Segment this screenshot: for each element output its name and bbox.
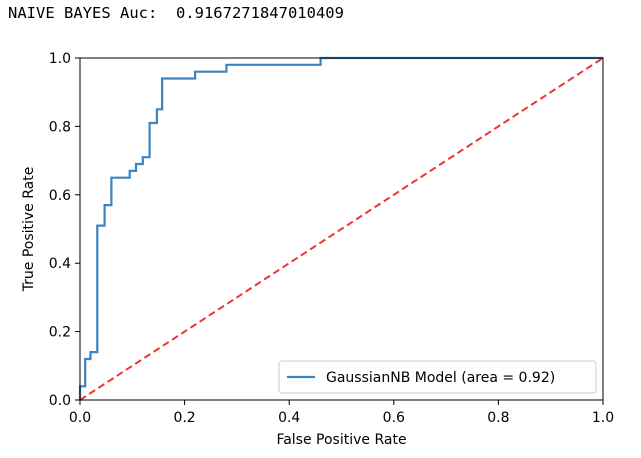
y-tick-label: 0.0: [49, 393, 71, 409]
roc-curve-line: [78, 56, 603, 400]
y-tick-label: 0.4: [49, 256, 71, 272]
x-tick-label: 0.6: [383, 410, 405, 426]
x-tick-label: 0.8: [487, 410, 509, 426]
auc-output-text: NAIVE BAYES Auc: 0.9167271847010409: [8, 4, 344, 22]
y-tick-label: 1.0: [49, 51, 71, 67]
plot-area: [78, 56, 604, 401]
y-axis-label: True Positive Rate: [21, 167, 37, 293]
y-tick-label: 0.2: [49, 325, 71, 341]
y-axis-ticks: 0.0 0.2 0.4 0.6 0.8 1.0: [49, 51, 80, 409]
legend-box: [278, 360, 597, 394]
x-axis-label: False Positive Rate: [276, 432, 406, 448]
y-tick-label: 0.8: [49, 119, 71, 135]
x-tick-label: 0.2: [173, 410, 195, 426]
x-tick-label: 0.4: [278, 410, 300, 426]
x-axis-ticks: 0.0 0.2 0.4 0.6 0.8 1.0: [69, 400, 614, 426]
chance-diagonal-line: [79, 57, 604, 401]
y-tick-label: 0.6: [49, 188, 71, 204]
legend: GaussianNB Model (area = 0.92): [278, 360, 597, 394]
x-tick-label: 0.0: [69, 410, 91, 426]
x-tick-label: 1.0: [592, 410, 614, 426]
axes-frame: [79, 57, 604, 401]
legend-label: GaussianNB Model (area = 0.92): [326, 370, 555, 386]
